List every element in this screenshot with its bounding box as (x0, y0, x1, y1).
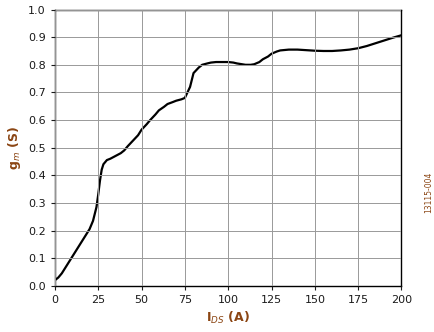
Text: 13115-004: 13115-004 (423, 172, 432, 213)
X-axis label: I$_{DS}$ (A): I$_{DS}$ (A) (206, 310, 250, 326)
Y-axis label: g$_{m}$ (S): g$_{m}$ (S) (6, 126, 23, 170)
